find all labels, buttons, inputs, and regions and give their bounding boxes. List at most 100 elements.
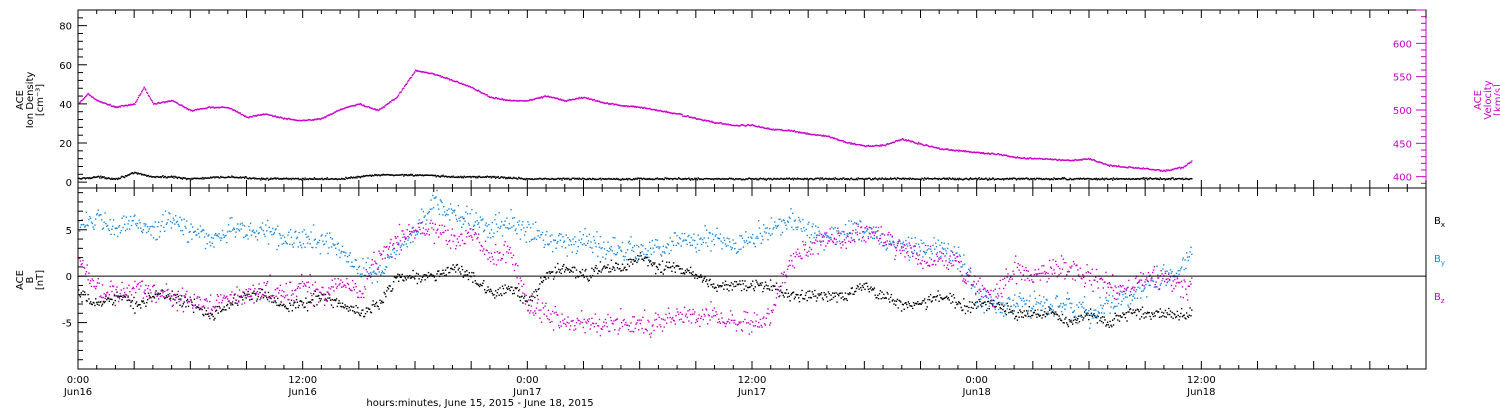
data-point-top-right [255,114,257,117]
data-point-by [780,220,783,222]
data-point-top-right [919,142,921,145]
data-point-top-left [629,178,631,180]
data-point-by [554,239,556,242]
data-point-top-right [1071,159,1073,162]
data-point-top-right [747,123,750,126]
data-point-top-left [677,178,679,180]
data-point-top-left [986,179,989,181]
data-point-top-left [424,174,426,176]
data-point-bx [571,266,573,269]
data-point-by [178,225,180,227]
data-point-top-right [280,116,282,119]
data-point-top-right [403,85,406,87]
data-point-bx [1044,316,1047,318]
data-point-by [416,233,419,235]
data-point-bx [950,302,952,304]
data-point-bx [689,272,691,274]
data-point-top-right [1132,166,1134,169]
data-point-bx [1164,309,1167,312]
data-point-top-right [769,128,771,130]
data-point-top-right [421,71,423,73]
data-point-top-right [546,96,548,98]
data-point-top-right [619,104,621,106]
data-point-top-left [633,178,636,181]
data-point-by [702,241,704,244]
data-point-bx [673,267,676,269]
data-point-top-right [166,101,168,103]
data-point-bx [447,266,449,269]
data-point-top-left [691,178,693,180]
data-point-bx [1113,318,1116,320]
data-point-top-left [525,177,527,180]
data-point-top-right [323,117,325,119]
data-point-top-right [863,145,865,147]
data-point-top-right [147,94,150,97]
data-point-top-left [322,178,324,181]
data-point-bx [800,294,802,296]
data-point-by [942,248,944,250]
data-point-top-left [1062,178,1064,180]
data-point-top-right [412,73,414,76]
data-point-by [649,247,652,249]
data-point-top-right [649,107,651,110]
data-point-bx [954,307,956,309]
data-point-top-right [775,129,778,131]
data-point-by [584,228,586,230]
data-point-top-left [515,177,517,179]
data-point-top-right [1079,159,1081,161]
data-point-by [78,221,80,223]
data-point-top-right [314,118,316,121]
data-point-by [738,248,740,251]
data-point-top-left [186,177,189,180]
data-point-top-right [958,149,961,151]
data-point-by [381,272,383,274]
data-point-top-left [432,174,434,177]
data-point-top-right [594,100,596,102]
data-point-top-left [330,178,333,180]
data-point-by [743,240,745,242]
data-point-bx [1115,315,1117,317]
data-point-top-right [1020,157,1022,159]
data-point-top-left [1071,179,1073,181]
data-point-by [597,255,599,257]
data-point-bx [594,267,596,269]
data-point-by [344,255,346,257]
data-point-top-left [362,176,364,178]
data-point-top-left [820,177,822,179]
data-point-top-right [802,132,804,134]
data-point-top-right [1083,158,1086,160]
data-point-by [716,227,718,229]
data-point-top-right [750,124,752,126]
data-point-bx [154,293,156,296]
data-point-top-left [241,176,243,179]
data-point-top-left [803,177,806,180]
data-point-top-left [790,178,792,180]
data-point-top-right [887,143,889,146]
data-point-top-left [1078,178,1081,180]
data-point-by [506,217,508,219]
data-point-bx [380,302,382,304]
data-point-top-right [984,152,986,154]
data-point-by [443,206,445,208]
data-point-top-left [1020,177,1022,180]
data-point-bx [801,289,803,292]
data-point-top-left [498,177,500,179]
data-point-top-right [1146,167,1148,169]
data-point-top-right [534,98,536,100]
data-point-bx [114,299,116,302]
data-point-top-right [525,100,527,102]
data-point-bx [997,303,999,305]
data-point-top-left [416,174,419,176]
data-point-top-right [194,109,196,111]
data-point-by [929,248,932,250]
data-point-top-right [487,95,489,97]
data-point-by [458,217,460,219]
data-point-by [405,243,407,245]
data-point-bx [1031,314,1033,317]
data-point-top-left [1063,176,1065,179]
data-point-bx [985,303,987,306]
data-point-top-left [114,178,116,181]
data-point-by [210,236,213,239]
data-point-top-left [882,178,884,180]
data-point-by [573,243,575,246]
